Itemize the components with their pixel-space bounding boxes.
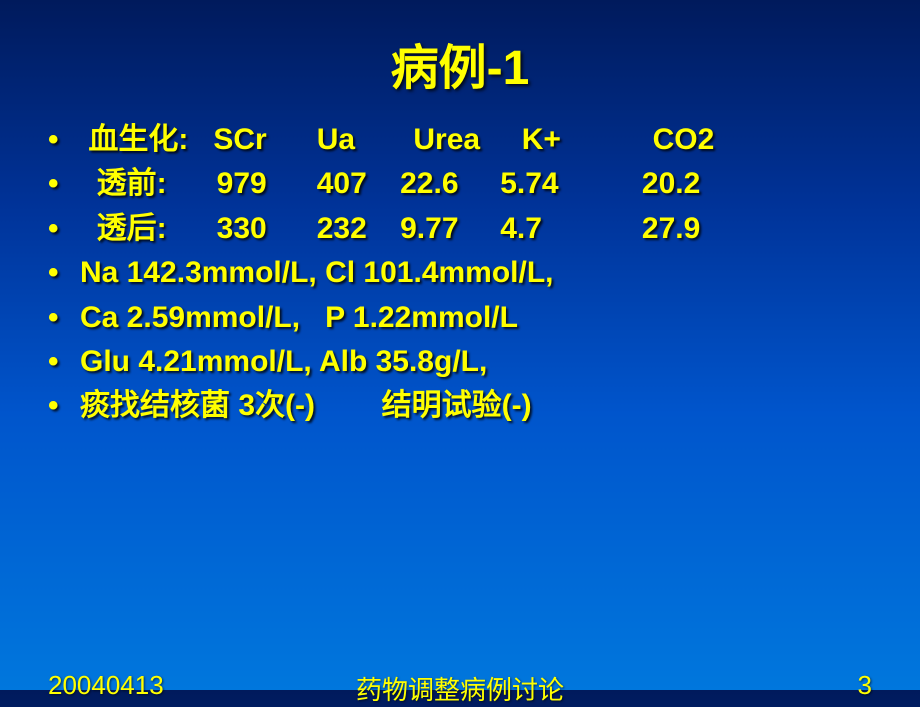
bullet-marker: •: [48, 251, 80, 295]
bullet-item: • 透前: 979 407 22.6 5.74 20.2: [48, 162, 880, 206]
bullet-marker: •: [48, 118, 80, 162]
bullet-marker: •: [48, 340, 80, 384]
bullet-marker: •: [48, 162, 80, 206]
bullet-text: 痰找结核菌 3次(-) 结明试验(-): [80, 384, 532, 428]
slide-title: 病例-1: [0, 0, 920, 98]
bullet-text: Glu 4.21mmol/L, Alb 35.8g/L,: [80, 340, 487, 384]
bullet-item: • Glu 4.21mmol/L, Alb 35.8g/L,: [48, 340, 880, 384]
bullet-item: • Ca 2.59mmol/L, P 1.22mmol/L: [48, 296, 880, 340]
bullet-text: 透前: 979 407 22.6 5.74 20.2: [80, 162, 700, 206]
bullet-marker: •: [48, 384, 80, 428]
bullet-item: • Na 142.3mmol/L, Cl 101.4mmol/L,: [48, 251, 880, 295]
bullet-text: 血生化: SCr Ua Urea K+ CO2: [80, 118, 714, 162]
bullet-text: Ca 2.59mmol/L, P 1.22mmol/L: [80, 296, 518, 340]
content-area: • 血生化: SCr Ua Urea K+ CO2 • 透前: 979 407 …: [0, 118, 920, 429]
bullet-text: Na 142.3mmol/L, Cl 101.4mmol/L,: [80, 251, 554, 295]
bullet-item: • 透后: 330 232 9.77 4.7 27.9: [48, 207, 880, 251]
bullet-marker: •: [48, 296, 80, 340]
bullet-item: • 痰找结核菌 3次(-) 结明试验(-): [48, 384, 880, 428]
footer-page-number: 3: [858, 670, 872, 701]
bullet-text: 透后: 330 232 9.77 4.7 27.9: [80, 207, 700, 251]
bullet-marker: •: [48, 207, 80, 251]
footer-doc-title: 药物调整病例讨论: [0, 670, 920, 707]
bullet-item: • 血生化: SCr Ua Urea K+ CO2: [48, 118, 880, 162]
